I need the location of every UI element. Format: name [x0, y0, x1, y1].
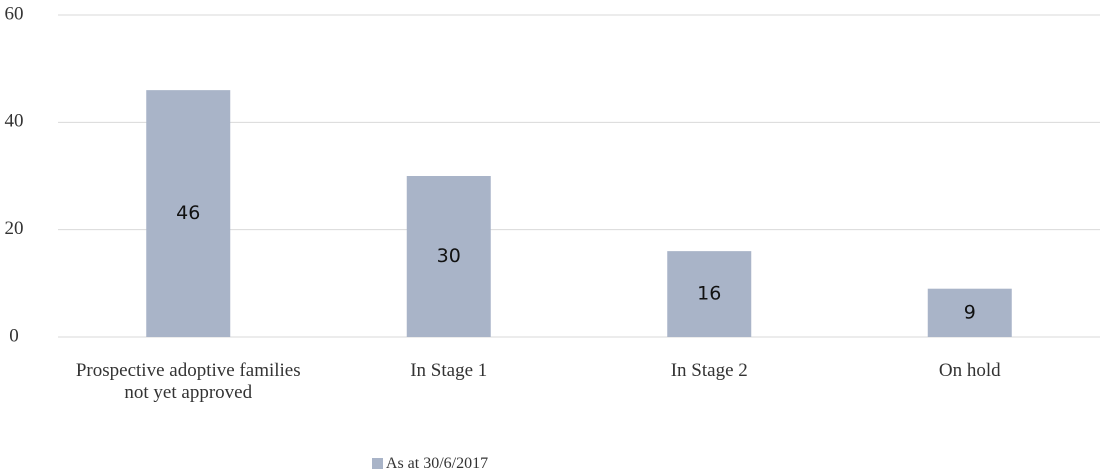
bar: [667, 251, 752, 337]
bar: [406, 176, 491, 337]
data-label: 16: [697, 283, 721, 305]
data-label: 9: [964, 301, 976, 323]
x-tick-label: Prospective adoptive families not yet ap…: [75, 360, 301, 403]
y-tick-label: 60: [5, 3, 24, 24]
bar: [927, 288, 1012, 337]
y-tick-label: 0: [9, 325, 19, 346]
x-tick-label: In Stage 2: [670, 360, 748, 381]
data-label: 30: [437, 245, 461, 267]
y-tick-label: 40: [5, 111, 24, 132]
legend-label: As at 30/6/2017: [385, 455, 489, 472]
x-tick-label: In Stage 1: [410, 360, 488, 381]
legend-swatch: [371, 458, 383, 469]
bar: [146, 90, 231, 337]
legend: As at 30/6/2017: [0, 455, 860, 473]
y-tick-label: 20: [5, 218, 24, 239]
x-tick-label: On hold: [938, 360, 1001, 381]
data-label: 46: [176, 202, 200, 224]
